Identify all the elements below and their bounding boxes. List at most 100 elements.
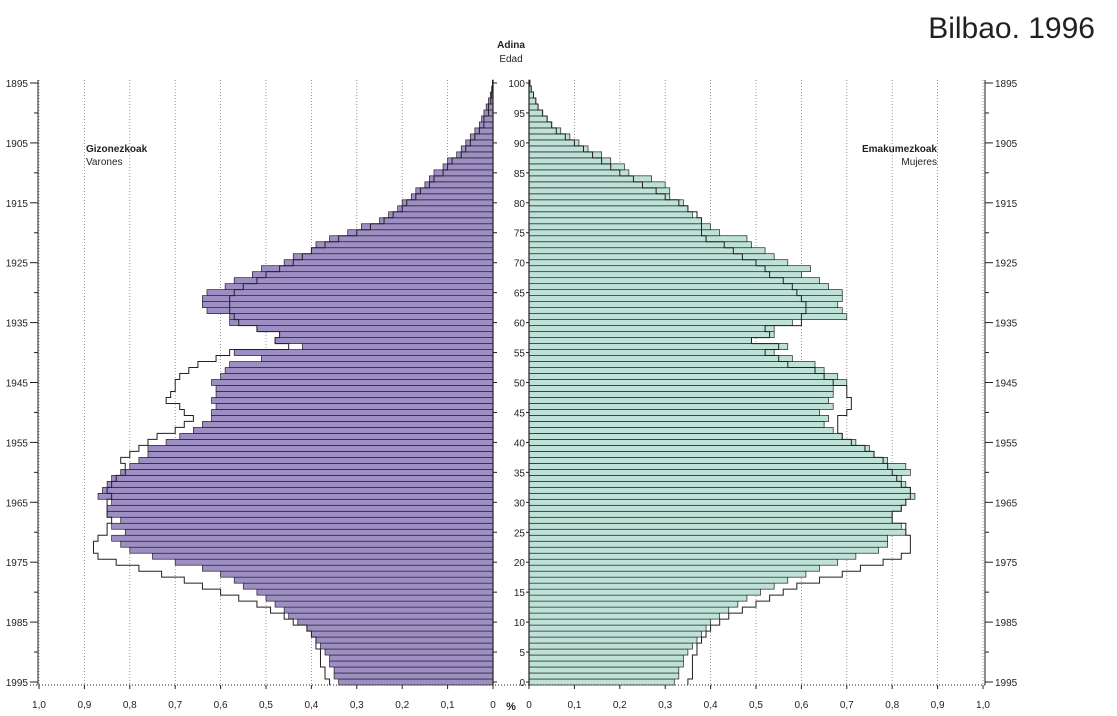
male-bar (283, 606, 494, 614)
male-bar (479, 121, 494, 129)
male-bar (301, 343, 494, 350)
year-tick-label-right: 1985 (995, 618, 1018, 629)
female-bar (528, 259, 789, 267)
female-bar (528, 187, 671, 195)
male-bar (333, 672, 494, 680)
year-tick-label-right: 1925 (995, 259, 1018, 270)
female-bar (528, 612, 721, 620)
male-bar (224, 283, 494, 291)
female-bar (528, 606, 730, 614)
comparison-outline-right (529, 80, 911, 685)
year-tick-label-left: 1955 (6, 438, 29, 449)
male-bar (211, 415, 494, 422)
x-tick-label-right: 0,3 (658, 700, 672, 711)
female-bar (528, 636, 698, 644)
male-bar (292, 253, 494, 261)
female-bar (528, 528, 907, 536)
female-bar (528, 522, 902, 530)
male-bar (401, 199, 494, 207)
age-tick-label: 40 (514, 438, 526, 449)
male-bar (106, 480, 494, 488)
year-tick-label-left: 1975 (6, 558, 29, 569)
female-bar (528, 451, 875, 458)
female-bar (528, 331, 775, 338)
male-bar (233, 277, 494, 285)
male-bar (388, 211, 494, 219)
female-bar (528, 492, 916, 500)
male-bar (174, 558, 494, 566)
male-bar (220, 570, 494, 578)
x-tick-label-right: 1,0 (976, 700, 990, 711)
comparison-outline-left (92, 80, 494, 685)
x-tick-label-left: 0,4 (304, 700, 318, 711)
female-bar (528, 235, 748, 243)
male-bar (315, 241, 494, 249)
female-bar (528, 474, 902, 482)
axis-unit: % (506, 701, 516, 713)
female-bar (528, 558, 839, 566)
age-tick-label: 5 (519, 648, 525, 659)
male-bar (229, 361, 494, 368)
male-bar (410, 193, 494, 201)
x-tick-label-left: 0,3 (350, 700, 364, 711)
male-bar (329, 235, 494, 243)
male-bar (202, 564, 494, 572)
year-tick-label-right: 1995 (995, 678, 1018, 689)
female-bar (528, 295, 843, 302)
male-bar (456, 151, 494, 159)
female-bar (528, 582, 775, 590)
year-tick-label-right: 1935 (995, 319, 1018, 330)
female-bar (528, 271, 802, 279)
age-tick-label: 45 (514, 408, 526, 419)
age-tick-label: 50 (514, 379, 526, 390)
year-tick-label-right: 1965 (995, 498, 1018, 509)
x-tick-label-right: 0,7 (840, 700, 854, 711)
female-bar (528, 552, 857, 560)
male-bar (120, 516, 494, 524)
female-bar (528, 534, 889, 542)
male-bar (324, 648, 494, 656)
male-bar (306, 624, 494, 632)
male-bar (179, 433, 494, 440)
female-bar (528, 439, 857, 446)
age-tick-label: 80 (514, 199, 526, 210)
male-bar (297, 618, 494, 626)
female-bar (528, 247, 766, 255)
female-bar (528, 546, 879, 554)
male-bar (233, 576, 494, 584)
male-bar (215, 391, 494, 398)
left-label: Varones (86, 157, 123, 168)
male-bar (215, 403, 494, 410)
female-bar (528, 181, 666, 189)
year-tick-label-left: 1935 (6, 319, 29, 330)
female-bar (528, 139, 580, 147)
age-tick-label: 30 (514, 498, 526, 509)
female-bar (528, 379, 848, 386)
age-tick-label: 20 (514, 558, 526, 569)
male-bar (274, 337, 494, 344)
x-tick-label-left: 0,6 (214, 700, 228, 711)
comparison-outlines (92, 80, 911, 685)
male-bar (242, 582, 494, 590)
female-bar (528, 564, 820, 572)
female-bar (528, 169, 630, 177)
female-bar (528, 421, 825, 428)
male-bar (124, 528, 494, 536)
age-tick-label: 100 (508, 79, 525, 90)
male-bar (202, 295, 494, 302)
male-bar (424, 181, 494, 189)
x-tick-label-right: 0,6 (794, 700, 808, 711)
female-bar (528, 355, 793, 362)
male-bar (102, 486, 494, 494)
male-bar (206, 307, 494, 314)
female-bar (528, 403, 834, 410)
male-bar (469, 133, 494, 141)
female-bar (528, 391, 834, 398)
female-bar (528, 672, 680, 680)
male-bar (315, 636, 494, 644)
male-bar (111, 498, 494, 506)
male-bar (224, 367, 494, 374)
age-tick-label: 75 (514, 229, 526, 240)
male-bar (429, 175, 494, 183)
